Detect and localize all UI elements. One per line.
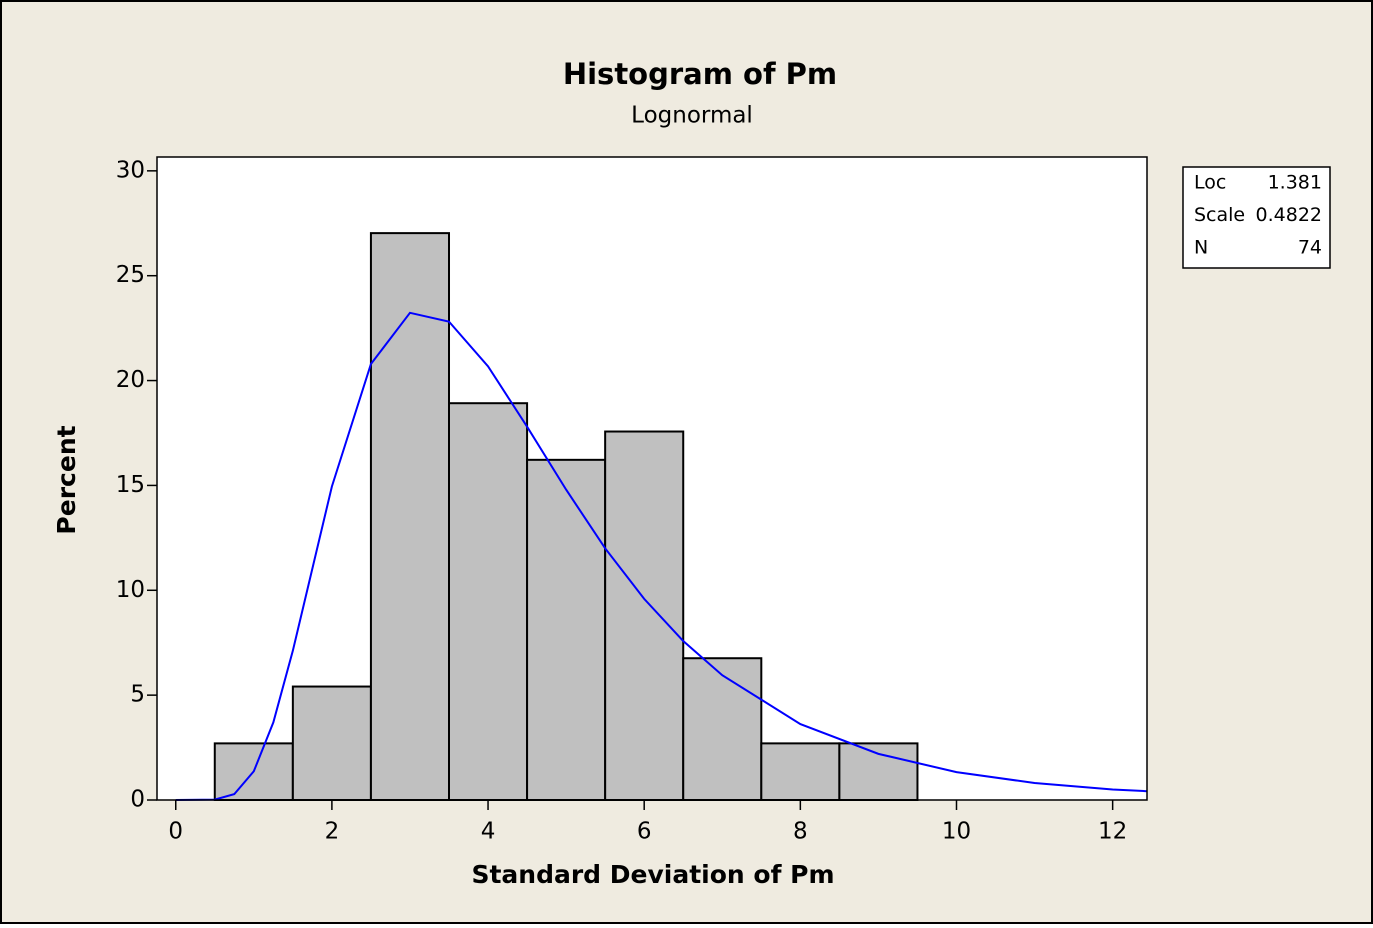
x-tick-label: 0 [168,819,183,845]
stats-box [1182,166,1331,269]
stat-value: 74 [1298,237,1322,259]
bar [838,742,919,801]
y-tick-label: 0 [130,787,145,813]
x-tick-label: 8 [793,819,808,845]
bar [526,458,607,801]
bar [760,742,841,801]
y-tick-label: 15 [116,472,145,498]
bar [448,402,529,801]
chart-title: Histogram of Pm [563,57,837,91]
y-tick-label: 10 [116,577,145,603]
y-axis-label: Percent [52,425,81,534]
x-axis-label: Standard Deviation of Pm [471,860,834,889]
x-tick-label: 4 [481,819,496,845]
stat-value: 1.381 [1268,172,1322,194]
x-tick-label: 10 [942,819,971,845]
y-tick-label: 30 [116,157,145,183]
y-tick-label: 25 [116,262,145,288]
bar [682,657,763,801]
x-tick-label: 12 [1098,819,1127,845]
y-tick-label: 20 [116,367,145,393]
stat-label: N [1194,237,1208,259]
plot-frame [156,156,1148,801]
bar [604,430,685,801]
y-tick-label: 5 [130,682,145,708]
fit-curve [175,311,1148,801]
stat-value: 0.4822 [1256,204,1322,226]
x-tick-label: 2 [325,819,340,845]
chart-subtitle: Lognormal [631,103,753,129]
stat-label: Scale [1194,204,1245,226]
x-tick-label: 6 [637,819,652,845]
bar [291,685,372,801]
stat-label: Loc [1194,172,1226,194]
